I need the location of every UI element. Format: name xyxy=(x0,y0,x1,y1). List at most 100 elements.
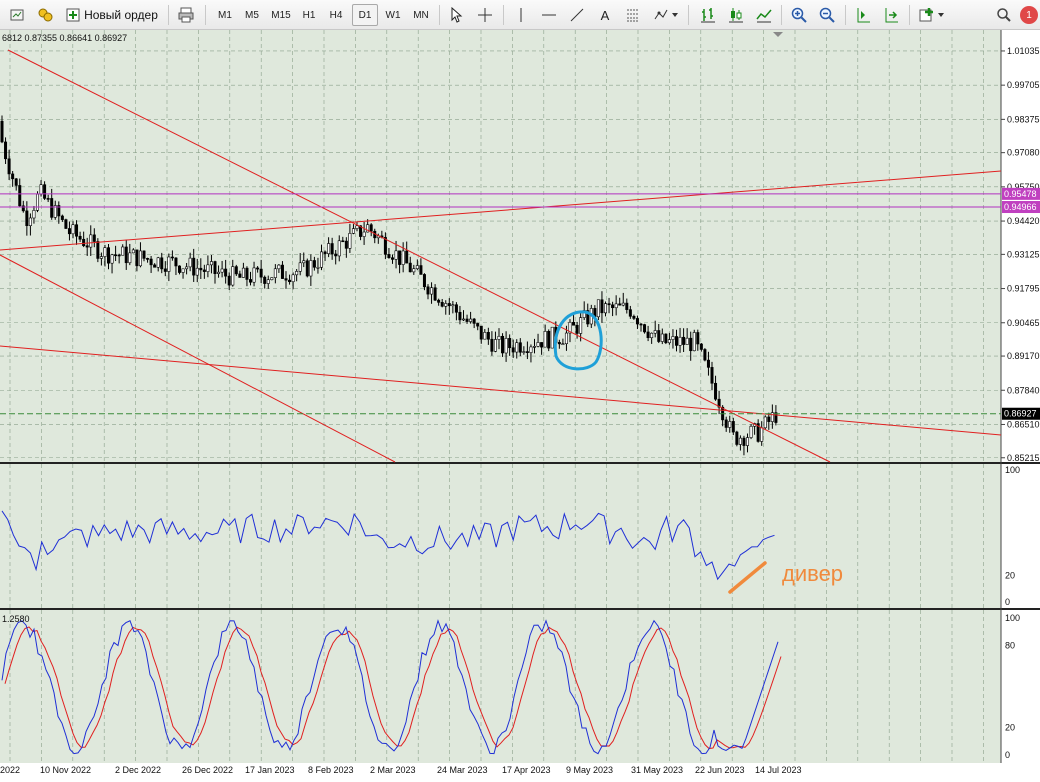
date-tick-label: 14 Jul 2023 xyxy=(755,765,802,775)
candle-body xyxy=(295,271,299,276)
candle-body xyxy=(71,224,75,235)
candle-body xyxy=(96,241,100,259)
candle-body xyxy=(529,346,533,353)
candle-body xyxy=(696,332,700,345)
candle-body xyxy=(50,198,54,218)
rsi-tick-label: 0 xyxy=(1005,597,1010,607)
crosshair-tool[interactable] xyxy=(473,4,497,26)
candle-body xyxy=(536,342,540,347)
level-price-label: 0.86927 xyxy=(1004,409,1037,419)
timeframe-h1[interactable]: H1 xyxy=(297,4,321,26)
candle-body xyxy=(394,250,398,260)
candle-body xyxy=(192,257,196,276)
timeframe-m5[interactable]: M5 xyxy=(239,4,265,26)
candle-body xyxy=(451,304,455,307)
price-tick-label: 1.01035 xyxy=(1007,46,1040,56)
zoom-in-button[interactable] xyxy=(787,4,811,26)
search-button[interactable] xyxy=(992,4,1016,26)
line-chart-button[interactable] xyxy=(752,4,776,26)
bar-chart-button[interactable] xyxy=(696,4,720,26)
candle-body xyxy=(110,254,114,264)
candle-body xyxy=(348,233,352,249)
notification-badge: 1 xyxy=(1020,6,1038,24)
indicators-dropdown[interactable] xyxy=(915,4,949,26)
candle-body xyxy=(344,240,348,249)
candle-body xyxy=(0,120,4,143)
vertical-line-icon xyxy=(513,7,529,23)
cursor-tool[interactable] xyxy=(444,4,468,26)
candle-body xyxy=(146,258,150,260)
candle-body xyxy=(426,286,430,295)
candle-body xyxy=(280,264,284,279)
candle-body xyxy=(621,302,625,306)
timeframe-label: M1 xyxy=(218,9,232,21)
candle-body xyxy=(99,256,103,259)
notification-count: 1 xyxy=(1026,9,1032,21)
timeframe-d1[interactable]: D1 xyxy=(352,4,378,26)
candle-body xyxy=(291,274,295,283)
candle-body xyxy=(206,264,210,272)
candle-body xyxy=(689,337,693,352)
candle-body xyxy=(540,342,544,348)
price-scale xyxy=(1001,30,1040,777)
stochastic-tick-label: 20 xyxy=(1005,723,1015,733)
print-button[interactable] xyxy=(174,4,198,26)
candle-body xyxy=(67,228,71,235)
candle-body xyxy=(564,332,568,345)
chart-shift-marker xyxy=(773,32,783,37)
level-price-tag xyxy=(1002,407,1040,420)
timeframe-h4[interactable]: H4 xyxy=(323,4,349,26)
timeframe-mn[interactable]: MN xyxy=(407,4,435,26)
line-chart-icon xyxy=(756,7,772,23)
fibonacci-icon xyxy=(625,7,641,23)
stochastic-tick-label: 80 xyxy=(1005,640,1015,650)
chart-shift-button[interactable] xyxy=(851,4,875,26)
date-tick-label: 2022 xyxy=(0,765,20,775)
shapes-dropdown[interactable] xyxy=(650,4,682,26)
chevron-down-icon xyxy=(671,11,679,19)
price-tick-label: 0.91795 xyxy=(1007,284,1040,294)
timeframe-label: D1 xyxy=(358,9,372,21)
stochastic-panel xyxy=(0,610,1001,763)
candle-body xyxy=(181,268,185,273)
candle-body xyxy=(454,304,458,313)
vertical-line-tool[interactable] xyxy=(509,4,533,26)
timeframe-w1[interactable]: W1 xyxy=(380,4,406,26)
candle-body xyxy=(167,256,171,272)
auto-scroll-button[interactable] xyxy=(879,4,903,26)
candle-body xyxy=(156,257,160,268)
text-tool[interactable]: A xyxy=(593,4,617,26)
chart-svg[interactable]: 1.01035 0.99705 0.98375 0.97080 0.95750 0.944… xyxy=(0,30,1040,777)
zoom-out-button[interactable] xyxy=(815,4,839,26)
candle-body xyxy=(646,331,650,339)
candle-body xyxy=(213,261,217,274)
candlestick-chart-button[interactable] xyxy=(724,4,748,26)
candle-body xyxy=(60,215,64,220)
panel-separator xyxy=(0,608,1040,610)
experts-button[interactable] xyxy=(34,4,56,26)
candle-body xyxy=(412,268,416,273)
chart-area[interactable]: 1.01035 0.99705 0.98375 0.97080 0.95750 0.944… xyxy=(0,30,1040,777)
candle-body xyxy=(163,268,167,272)
new-order-button[interactable]: Новый ордер xyxy=(62,4,162,26)
new-chart-button[interactable] xyxy=(6,4,28,26)
candle-body xyxy=(430,287,434,295)
search-icon xyxy=(996,7,1012,23)
price-tick-label: 0.95750 xyxy=(1007,182,1040,192)
candle-body xyxy=(479,325,483,340)
candle-body xyxy=(401,250,405,265)
trendline-tool[interactable] xyxy=(565,4,589,26)
candle-body xyxy=(532,346,536,348)
notifications-button[interactable]: 1 xyxy=(1018,4,1040,26)
fibonacci-tool[interactable] xyxy=(621,4,645,26)
candle-body xyxy=(302,260,306,264)
timeframe-m15[interactable]: M15 xyxy=(266,4,296,26)
timeframe-m1[interactable]: M1 xyxy=(212,4,238,26)
candle-body xyxy=(738,437,742,445)
candle-body xyxy=(362,231,366,237)
horizontal-line-tool[interactable] xyxy=(537,4,561,26)
candle-body xyxy=(515,342,519,353)
candle-body xyxy=(305,260,309,277)
trendline-descending-lower xyxy=(0,345,1002,436)
candle-body xyxy=(501,335,505,354)
